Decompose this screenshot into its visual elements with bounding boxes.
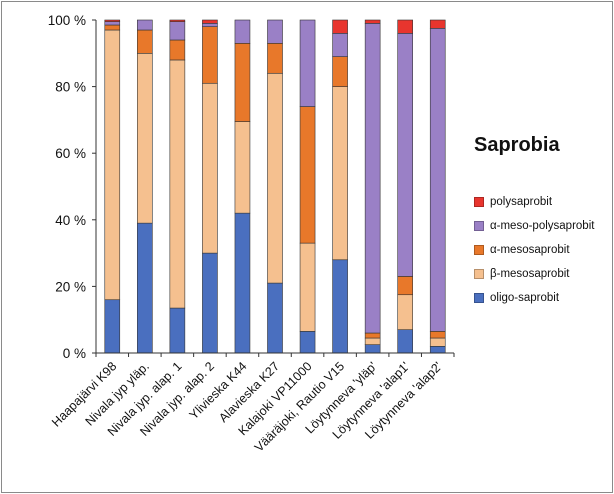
bar-segment-3-9 bbox=[397, 33, 413, 277]
chart-title: Saprobia bbox=[474, 134, 560, 156]
bar-segment-2-0 bbox=[104, 24, 121, 31]
bar-segment-2-1 bbox=[137, 29, 153, 54]
legend-label: polysaprobit bbox=[490, 196, 553, 208]
legend-entry-3: β-mesosaprobit bbox=[474, 262, 594, 286]
legend-swatch bbox=[474, 221, 484, 231]
bar-segment-2-2 bbox=[169, 39, 186, 61]
bar-segment-2-8 bbox=[364, 332, 381, 339]
y-tick-label-2: 40 % bbox=[55, 213, 86, 228]
bar-segment-4-2 bbox=[169, 19, 186, 22]
bar-segment-1-5 bbox=[267, 72, 283, 284]
bar-segment-4-0 bbox=[104, 19, 121, 22]
bar-segment-2-3 bbox=[202, 26, 218, 84]
legend-entry-0: polysaprobit bbox=[474, 190, 594, 214]
legend-label: oligo-saprobit bbox=[490, 292, 560, 304]
bar-segment-3-2 bbox=[169, 21, 186, 41]
bar-segment-1-8 bbox=[364, 337, 381, 345]
bar-segment-2-6 bbox=[299, 106, 316, 244]
bar-segment-1-10 bbox=[429, 337, 446, 347]
bar-segment-1-4 bbox=[234, 121, 251, 214]
bar-segment-4-7 bbox=[332, 19, 348, 34]
y-tick-label-3: 60 % bbox=[55, 146, 86, 161]
bar-segment-3-1 bbox=[137, 19, 153, 31]
bar-segment-4-8 bbox=[364, 19, 381, 24]
bar-segment-3-3 bbox=[202, 23, 218, 27]
legend-swatch bbox=[474, 269, 484, 279]
bar-layer bbox=[104, 19, 446, 354]
legend-label: β-mesosaprobit bbox=[490, 268, 570, 280]
bar-segment-3-8 bbox=[364, 23, 381, 334]
bar-segment-3-7 bbox=[332, 33, 348, 57]
bar-segment-0-4 bbox=[234, 212, 251, 354]
bar-segment-4-3 bbox=[202, 19, 218, 24]
bar-segment-3-10 bbox=[429, 28, 446, 332]
legend-label: α-mesosaprobit bbox=[490, 244, 570, 256]
bar-segment-0-7 bbox=[332, 259, 348, 354]
legend-entry-4: oligo-saprobit bbox=[474, 286, 594, 310]
bar-segment-0-1 bbox=[137, 222, 153, 354]
bar-segment-0-5 bbox=[267, 282, 283, 354]
bar-segment-0-3 bbox=[202, 252, 218, 354]
bar-segment-0-10 bbox=[429, 346, 446, 354]
bar-segment-2-10 bbox=[429, 331, 446, 339]
bar-segment-0-2 bbox=[169, 307, 186, 354]
bar-segment-1-0 bbox=[104, 29, 121, 301]
y-tick-label-1: 20 % bbox=[55, 279, 86, 294]
bar-segment-1-3 bbox=[202, 82, 218, 254]
bar-segment-1-7 bbox=[332, 86, 348, 261]
legend-swatch bbox=[474, 245, 484, 255]
legend-entry-2: α-mesosaprobit bbox=[474, 238, 594, 262]
bar-segment-4-10 bbox=[429, 19, 446, 29]
legend: polysaprobit α-meso-polysaprobit α-mesosap… bbox=[474, 190, 594, 310]
bar-segment-3-5 bbox=[267, 19, 283, 44]
bar-segment-3-6 bbox=[299, 19, 316, 107]
y-tick-label-0: 0 % bbox=[63, 346, 86, 361]
bar-segment-0-8 bbox=[364, 344, 381, 354]
bar-segment-0-9 bbox=[397, 329, 413, 354]
bar-segment-2-7 bbox=[332, 56, 348, 87]
bar-segment-4-9 bbox=[397, 19, 413, 34]
bar-segment-2-5 bbox=[267, 43, 283, 74]
legend-swatch bbox=[474, 293, 484, 303]
legend-swatch bbox=[474, 197, 484, 207]
bar-segment-1-1 bbox=[137, 52, 153, 224]
bar-segment-1-9 bbox=[397, 294, 413, 330]
y-tick-label-5: 100 % bbox=[48, 13, 86, 28]
y-tick-label-4: 80 % bbox=[55, 80, 86, 95]
bar-segment-1-6 bbox=[299, 242, 316, 332]
bar-segment-2-9 bbox=[397, 276, 413, 296]
legend-label: α-meso-polysaprobit bbox=[490, 220, 595, 232]
bar-segment-3-0 bbox=[104, 21, 121, 26]
bar-segment-2-4 bbox=[234, 43, 251, 122]
bar-segment-3-4 bbox=[234, 19, 251, 44]
bar-segment-0-0 bbox=[104, 299, 121, 354]
legend-entry-1: α-meso-polysaprobit bbox=[474, 214, 594, 238]
bar-segment-1-2 bbox=[169, 59, 186, 309]
bar-segment-0-6 bbox=[299, 331, 316, 354]
